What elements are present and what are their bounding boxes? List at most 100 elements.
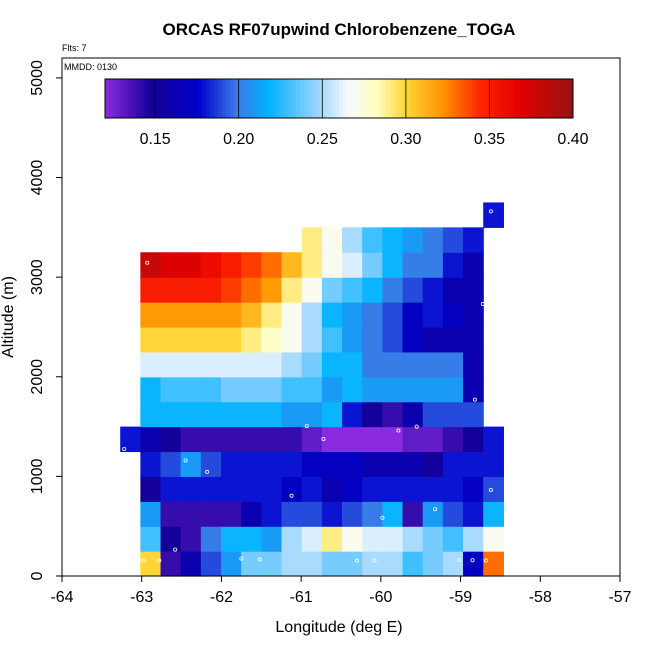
colorbar-segment (339, 79, 344, 118)
sample-point (396, 428, 401, 433)
colorbar-segment (183, 79, 188, 118)
heatmap-cell (342, 426, 363, 453)
heatmap-cell (261, 277, 283, 303)
sample-point (321, 437, 326, 442)
colorbar-segment (163, 79, 168, 118)
heatmap-cell (321, 476, 343, 502)
x-tick-label: -62 (210, 589, 233, 606)
heatmap-cell (463, 476, 484, 502)
colorbar-segment (506, 79, 512, 118)
heatmap-cell (221, 326, 242, 353)
heatmap-cell (321, 302, 343, 328)
colorbar-segment (303, 79, 309, 118)
colorbar-segment (261, 79, 266, 118)
colorbar-segment (315, 79, 320, 118)
heatmap-cell (362, 401, 383, 428)
sample-point (470, 558, 475, 563)
heatmap-cell (180, 277, 202, 303)
heatmap-cell (200, 501, 222, 527)
heatmap-cell (402, 326, 424, 353)
heatmap-cell (342, 451, 363, 477)
heatmap-cell (221, 476, 242, 502)
colorbar-segment (459, 79, 465, 118)
colorbar-segment (498, 79, 504, 118)
heatmap-cell (281, 551, 303, 577)
heatmap-cell (442, 351, 464, 378)
colorbar-segment (241, 79, 246, 118)
colorbar-segment (276, 79, 281, 118)
colorbar-segment (288, 79, 293, 118)
heatmap-cell (402, 451, 424, 477)
colorbar-segment (237, 79, 242, 118)
date-annotation: MMDD: 0130 (64, 62, 117, 72)
heatmap-cell (463, 426, 484, 453)
y-tick-label: 1000 (29, 458, 46, 494)
heatmap-cell (483, 551, 504, 577)
heatmap-cell (281, 277, 303, 303)
heatmap-cell (382, 426, 404, 453)
heatmap-cell (442, 401, 464, 428)
heatmap-cell (382, 526, 404, 552)
colorbar-segment (495, 79, 500, 118)
heatmap-cell (241, 426, 262, 453)
y-tick-label: 4000 (29, 160, 46, 196)
heatmap-cell (140, 401, 162, 428)
heatmap-cell (160, 326, 182, 353)
colorbar-tick-label: 0.25 (307, 131, 338, 148)
colorbar-segment (370, 79, 375, 118)
colorbar-segment (105, 79, 110, 118)
heatmap-cell (221, 401, 242, 428)
heatmap-cell (241, 277, 262, 303)
colorbar-segment (120, 79, 125, 118)
heatmap-cell (180, 376, 202, 403)
colorbar-segment (198, 79, 203, 118)
heatmap-cell (442, 277, 464, 303)
heatmap-cell (342, 501, 363, 527)
heatmap-cell (140, 252, 162, 278)
colorbar-segment (413, 79, 418, 118)
colorbar-segment (479, 79, 484, 118)
x-tick-label: -63 (130, 589, 153, 606)
heatmap-cell (321, 252, 343, 278)
heatmap-cell (120, 426, 141, 453)
colorbar-segment (179, 79, 184, 118)
heatmap-cell (221, 376, 242, 403)
heatmap-cell (241, 302, 262, 328)
heatmap-cell (200, 451, 222, 477)
heatmap-cell (180, 351, 202, 378)
colorbar-segment (108, 79, 114, 118)
heatmap-cell (301, 326, 323, 353)
heatmap-cell (281, 326, 303, 353)
heatmap-cell (200, 426, 222, 453)
heatmap-cell (402, 302, 424, 328)
heatmap-cell (261, 302, 283, 328)
heatmap-cell (422, 302, 444, 328)
heatmap-cell (221, 451, 242, 477)
heatmap-cell (442, 252, 464, 278)
colorbar-segment (323, 79, 328, 118)
colorbar-segment (245, 79, 250, 118)
colorbar-segment (167, 79, 172, 118)
heatmap-cell (281, 526, 303, 552)
heatmap-cell (442, 227, 464, 253)
heatmap-cell (362, 526, 383, 552)
sample-point (380, 515, 385, 520)
sample-point (304, 424, 309, 429)
colorbar-segment (190, 79, 196, 118)
heatmap-cell (362, 326, 383, 353)
colorbar-segment (393, 79, 398, 118)
heatmap-cell (200, 302, 222, 328)
heatmap-cell (160, 426, 182, 453)
sample-points (122, 209, 493, 563)
x-tick-label: -61 (290, 589, 313, 606)
heatmap-cell (140, 451, 162, 477)
sample-point (239, 556, 244, 561)
heatmap-cell (422, 376, 444, 403)
heatmap-cell (301, 501, 323, 527)
heatmap-cell (261, 501, 283, 527)
heatmap-cell (382, 501, 404, 527)
heatmap-cell (342, 252, 363, 278)
chart-title: ORCAS RF07upwind Chlorobenzene_TOGA (163, 20, 516, 39)
colorbar-segment (253, 79, 258, 118)
colorbar-segment (222, 79, 227, 118)
